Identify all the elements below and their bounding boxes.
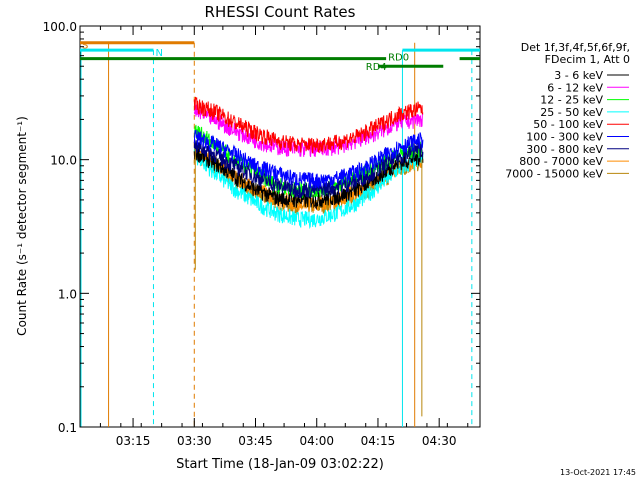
series-line-5 <box>193 129 424 189</box>
chart-title: RHESSI Count Rates <box>205 3 356 21</box>
legend-label: 100 - 300 keV <box>526 131 603 144</box>
y-axis-label: Count Rate (s⁻¹ detector segment⁻¹) <box>15 116 29 336</box>
series-layer <box>193 96 424 417</box>
y-tick-label: 0.1 <box>58 421 77 435</box>
legend-label: 7000 - 15000 keV <box>505 167 603 180</box>
x-tick-label: 04:15 <box>361 434 396 448</box>
legend-label: 50 - 100 keV <box>533 118 603 131</box>
x-tick-label: 03:30 <box>177 434 212 448</box>
legend-label: 3 - 6 keV <box>554 69 603 82</box>
legend-label: 12 - 25 keV <box>540 94 603 107</box>
legend-header-line-2: FDecim 1, Att 0 <box>545 53 630 66</box>
series-line-6 <box>193 138 424 200</box>
legend-header-line-1: Det 1f,3f,4f,5f,6f,9f, <box>521 41 630 54</box>
legend-label: 300 - 800 keV <box>526 143 603 156</box>
annotation-n: N <box>155 48 162 59</box>
x-tick-label: 04:00 <box>299 434 334 448</box>
y-tick-label: 10.0 <box>50 154 77 168</box>
annotation-s: S <box>82 41 88 52</box>
plot-area <box>79 25 481 428</box>
series-line-4 <box>193 96 424 154</box>
x-axis-label: Start Time (18-Jan-09 03:02:22) <box>176 457 384 472</box>
annotation-rd4: RD4 <box>366 62 387 73</box>
annotation-rd0: RD0 <box>388 53 409 64</box>
legend-label: 6 - 12 keV <box>547 81 603 94</box>
legend-label: 800 - 7000 keV <box>519 155 603 168</box>
legend-label: 25 - 50 keV <box>540 106 603 119</box>
x-tick-label: 03:45 <box>238 434 273 448</box>
y-tick-label: 1.0 <box>58 287 77 301</box>
x-tick-label: 04:30 <box>422 434 457 448</box>
y-tick-label: 100.0 <box>43 20 77 34</box>
axis-layer: 03:15 03:30 03:45 04:00 04:15 04:30 0.1 1.0 10.0… <box>43 20 480 448</box>
timestamp: 13-Oct-2021 17:45 <box>560 468 636 477</box>
x-tick-label: 03:15 <box>116 434 151 448</box>
